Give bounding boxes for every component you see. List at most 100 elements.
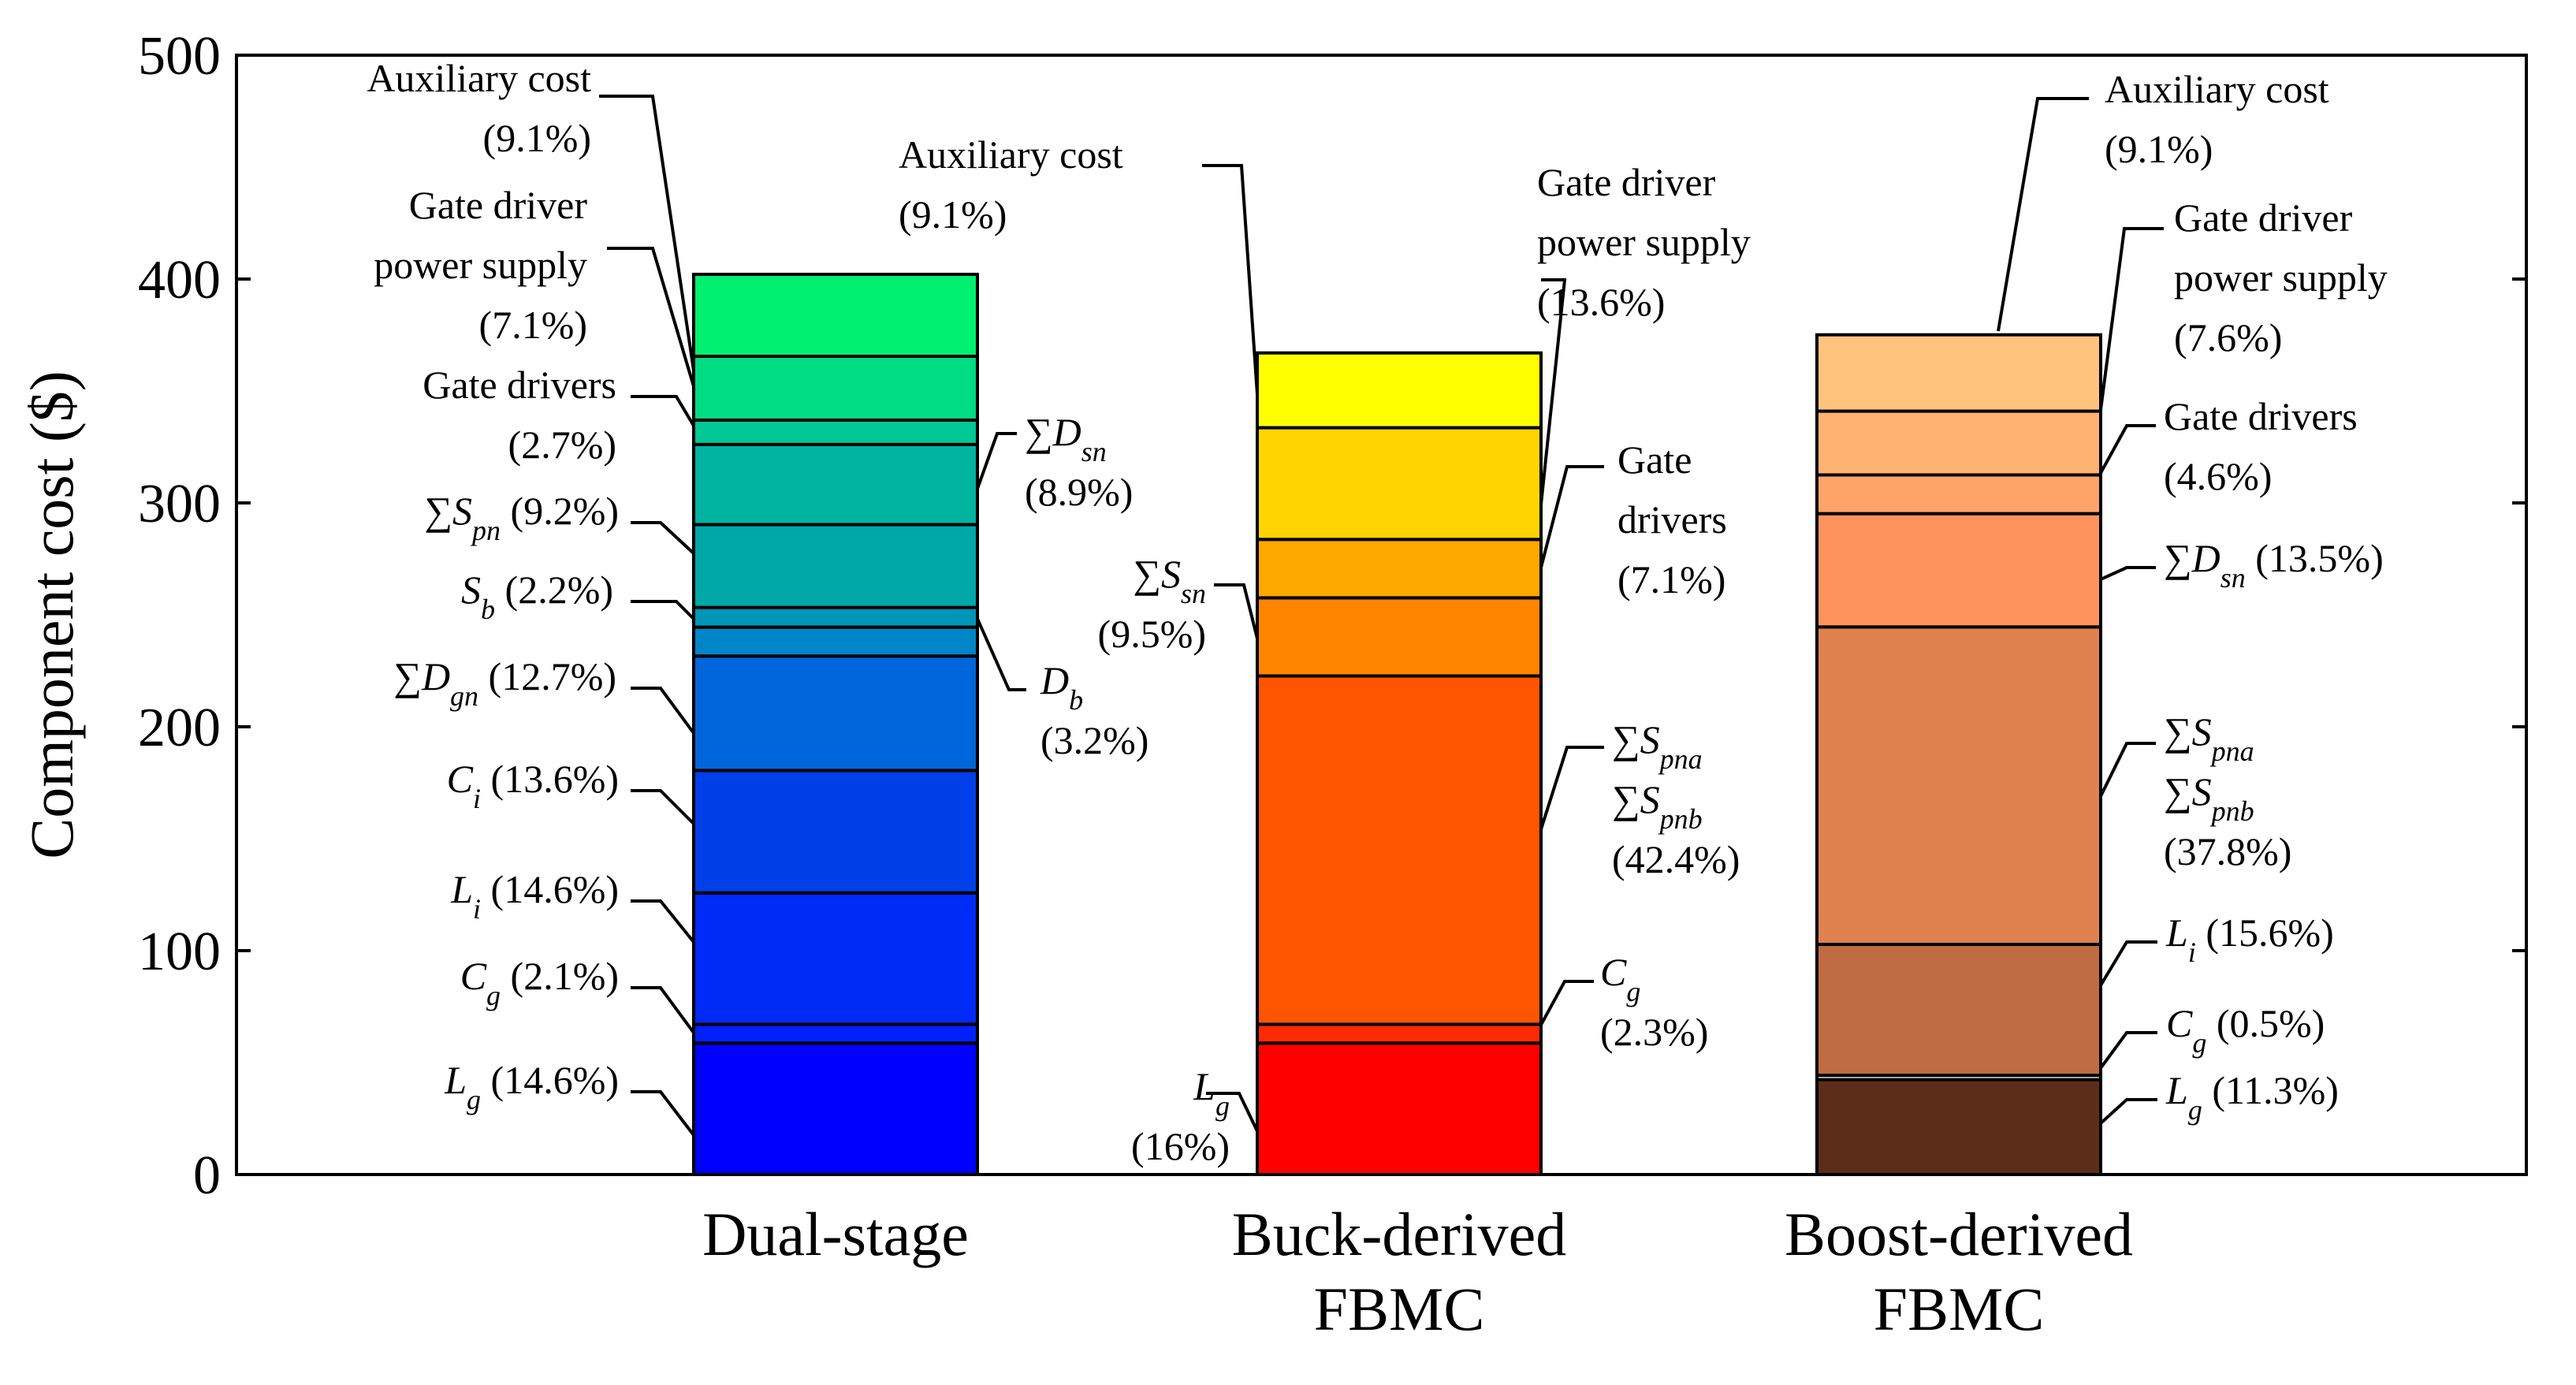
bar-segment bbox=[692, 354, 979, 422]
annotation-run: ∑ bbox=[393, 654, 422, 698]
leader-line bbox=[631, 789, 695, 825]
annotation-subscript: i bbox=[473, 893, 481, 925]
annotation-text: Auxiliary cost bbox=[367, 56, 591, 100]
annotation: Auxiliary cost (9.1%) bbox=[1997, 67, 2329, 332]
bar-3 bbox=[1815, 333, 2102, 1176]
annotation-run: (13.6%) bbox=[1537, 280, 1665, 324]
annotation: Cg(2.3%) bbox=[1539, 950, 1708, 1054]
annotation-text: (7.1%) bbox=[479, 303, 587, 347]
annotation-text: Auxiliary cost bbox=[2105, 67, 2329, 111]
annotation-text: Li (15.6%) bbox=[2165, 910, 2334, 968]
annotation-run: (14.6%) bbox=[481, 867, 619, 911]
annotation-text: (9.1%) bbox=[483, 116, 591, 160]
annotation-run: S bbox=[2192, 769, 2212, 814]
bar-2 bbox=[1256, 351, 1543, 1176]
annotation-run: S bbox=[1640, 717, 1660, 761]
annotation-subscript: b bbox=[1069, 684, 1083, 716]
annotation-run: power supply bbox=[374, 243, 587, 287]
bar-segment bbox=[692, 654, 979, 773]
annotation-text: Gate drivers bbox=[423, 363, 616, 407]
annotation: Cg (0.5%) bbox=[2099, 1001, 2325, 1070]
annotation-run: (2.7%) bbox=[508, 423, 616, 467]
annotation: Db(3.2%) bbox=[976, 618, 1148, 762]
annotation-run: power supply bbox=[2174, 255, 2388, 300]
leader-line bbox=[631, 395, 695, 427]
category-label: Dual-stage bbox=[702, 1200, 969, 1268]
annotation-run: L bbox=[1193, 1064, 1215, 1108]
leader-line bbox=[976, 618, 1026, 691]
annotation-run: ∑ bbox=[1612, 717, 1640, 761]
annotation-run: (2.3%) bbox=[1600, 1010, 1708, 1054]
annotation: ∑Spn (9.2%) bbox=[424, 489, 695, 555]
annotation-run: (9.1%) bbox=[483, 116, 591, 160]
annotation-subscript: sn bbox=[2220, 562, 2246, 594]
annotation-subscript: pnb bbox=[2209, 795, 2254, 827]
annotation-run: ∑ bbox=[2164, 769, 2192, 814]
annotation-text: ∑Dsn bbox=[1025, 410, 1107, 467]
annotation-text: (3.2%) bbox=[1040, 718, 1148, 762]
annotation-run: D bbox=[2191, 536, 2220, 580]
leader-line bbox=[2100, 566, 2156, 581]
annotation-subscript: sn bbox=[1081, 436, 1107, 467]
annotation-run: drivers bbox=[1617, 497, 1727, 542]
leader-line bbox=[2099, 1098, 2157, 1125]
annotation: Gate drivers (2.7%) bbox=[423, 363, 695, 467]
annotation-run: Gate bbox=[1617, 437, 1692, 482]
bar-segment bbox=[1815, 473, 2102, 516]
annotation: Gate driver power supply (7.6%) bbox=[2099, 195, 2388, 411]
annotation-run: C bbox=[447, 757, 474, 801]
annotation-run: S bbox=[452, 489, 472, 533]
annotation-text: Gate driver bbox=[1537, 160, 1716, 204]
annotation-run: Gate drivers bbox=[423, 363, 616, 407]
leader-line bbox=[976, 432, 1017, 490]
annotation: Sb (2.2%) bbox=[461, 568, 695, 625]
leader-line bbox=[2099, 742, 2156, 797]
annotation-run: Gate drivers bbox=[2164, 394, 2358, 438]
annotation-subscript: i bbox=[473, 783, 481, 814]
leader-line bbox=[2099, 940, 2157, 987]
annotation-text: Li (14.6%) bbox=[450, 867, 619, 925]
annotation-text: Gate bbox=[1617, 437, 1692, 482]
category-label: Buck-derived bbox=[1232, 1200, 1567, 1268]
annotation: ∑Spna∑Spnb(42.4%) bbox=[1539, 717, 1740, 881]
annotation-run: (13.5%) bbox=[2246, 536, 2384, 580]
annotation: Gate driver power supply (7.1%) bbox=[374, 183, 695, 387]
category-label: Boost-derived bbox=[1785, 1200, 2133, 1268]
bar-segment bbox=[1256, 351, 1543, 430]
annotation-text: power supply bbox=[1537, 220, 1751, 264]
leader-line bbox=[1997, 97, 2089, 332]
leader-line bbox=[1539, 278, 1567, 505]
annotation-text: Cg (0.5%) bbox=[2166, 1001, 2325, 1059]
annotation-text: drivers bbox=[1617, 497, 1727, 542]
bar-segment bbox=[1815, 1078, 2102, 1176]
annotation-run: L bbox=[2165, 1068, 2188, 1112]
annotation-run: (15.6%) bbox=[2196, 910, 2334, 955]
annotation-text: (4.6%) bbox=[2164, 454, 2272, 498]
annotation-run: D bbox=[1040, 658, 1069, 702]
annotation-text: Sb (2.2%) bbox=[461, 568, 613, 625]
annotation-subscript: g bbox=[467, 1084, 481, 1115]
bar-segment bbox=[692, 1022, 979, 1045]
annotation: Lg (11.3%) bbox=[2099, 1068, 2339, 1126]
annotation-text: ∑Dgn (12.7%) bbox=[393, 654, 616, 712]
annotation-run: Auxiliary cost bbox=[367, 56, 591, 100]
category-label: FBMC bbox=[1874, 1275, 2045, 1343]
annotation-run: C bbox=[1600, 950, 1627, 994]
annotation-text: (16%) bbox=[1131, 1124, 1230, 1168]
annotation-text: Gate driver bbox=[409, 183, 588, 227]
leader-line bbox=[1539, 746, 1604, 830]
bar-segment bbox=[1256, 426, 1543, 542]
leader-line bbox=[1202, 164, 1259, 395]
annotation-subscript: pnb bbox=[1658, 803, 1703, 835]
annotation-run: (0.5%) bbox=[2206, 1001, 2325, 1045]
annotation-subscript: g bbox=[1626, 976, 1640, 1007]
annotation-run: power supply bbox=[1537, 220, 1751, 264]
leader-line bbox=[607, 247, 695, 387]
annotation-run: ∑ bbox=[1025, 410, 1053, 454]
leader-line bbox=[2099, 227, 2164, 411]
bar-segment bbox=[1815, 409, 2102, 477]
annotation: Auxiliary cost (9.1%) bbox=[899, 132, 1259, 395]
bar-segment bbox=[692, 1041, 979, 1176]
annotation: ∑Dsn (13.5%) bbox=[2100, 536, 2384, 594]
annotation: Li (15.6%) bbox=[2099, 910, 2334, 987]
